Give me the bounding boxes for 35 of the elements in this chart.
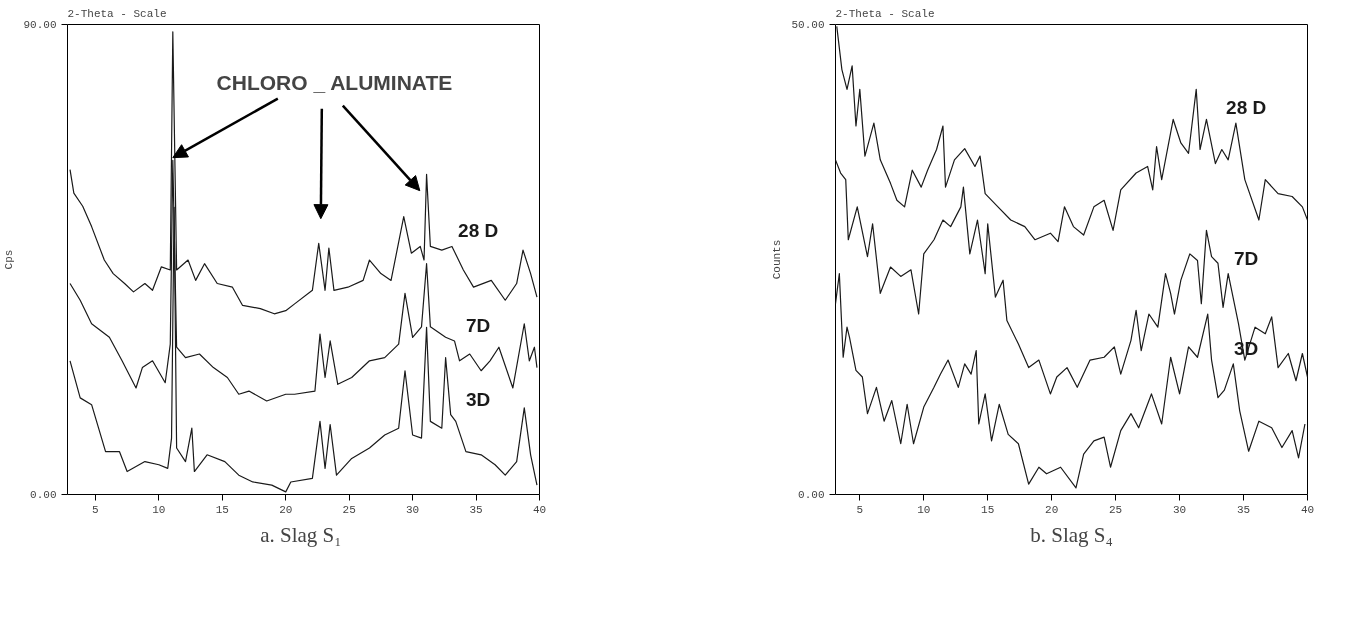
- series-label: 3D: [466, 388, 491, 410]
- x-tick-label: 40: [532, 503, 547, 516]
- x-tick-label: 10: [152, 503, 166, 516]
- x-tick-label: 40: [1300, 503, 1315, 516]
- y-axis-title: Counts: [771, 239, 784, 280]
- series-label: 28 D: [458, 220, 499, 242]
- x-tick-label: 15: [981, 503, 995, 516]
- annotation: CHLORO _ ALUMINATE: [216, 71, 453, 95]
- x-tick-label: 5: [856, 503, 864, 516]
- y-tick-label: 0.00: [798, 489, 825, 501]
- series-label: 28 D: [1226, 97, 1267, 119]
- line-series: [835, 273, 1306, 489]
- x-tick-label: 25: [342, 503, 356, 516]
- x-tick-label: 30: [1172, 503, 1187, 516]
- x-tick-label: 20: [1045, 503, 1059, 516]
- line-series: [835, 159, 1308, 395]
- x-tick-label: 10: [917, 503, 931, 516]
- series-label: 7D: [466, 314, 491, 336]
- line-series: [836, 25, 1308, 243]
- y-tick-label: 0.00: [30, 489, 57, 501]
- y-tick-label: 90.00: [23, 19, 57, 31]
- text: b. Slag S₄: [1030, 522, 1113, 547]
- x-tick-label: 25: [1109, 503, 1123, 516]
- chart-title: 2-Theta - Scale: [67, 7, 167, 20]
- series-label: 7D: [1234, 247, 1259, 269]
- x-tick-label: 35: [1236, 503, 1251, 516]
- x-tick-label: 30: [406, 503, 420, 516]
- x-tick-label: 20: [279, 503, 293, 516]
- y-axis-title: Cps: [3, 249, 16, 270]
- y-tick-label: 50.00: [791, 19, 825, 31]
- chart-title: 2-Theta - Scale: [835, 7, 935, 20]
- x-tick-label: 35: [469, 503, 483, 516]
- x-tick-label: 5: [92, 503, 99, 516]
- text: a. Slag S₁: [260, 522, 342, 547]
- x-tick-label: 15: [215, 503, 229, 516]
